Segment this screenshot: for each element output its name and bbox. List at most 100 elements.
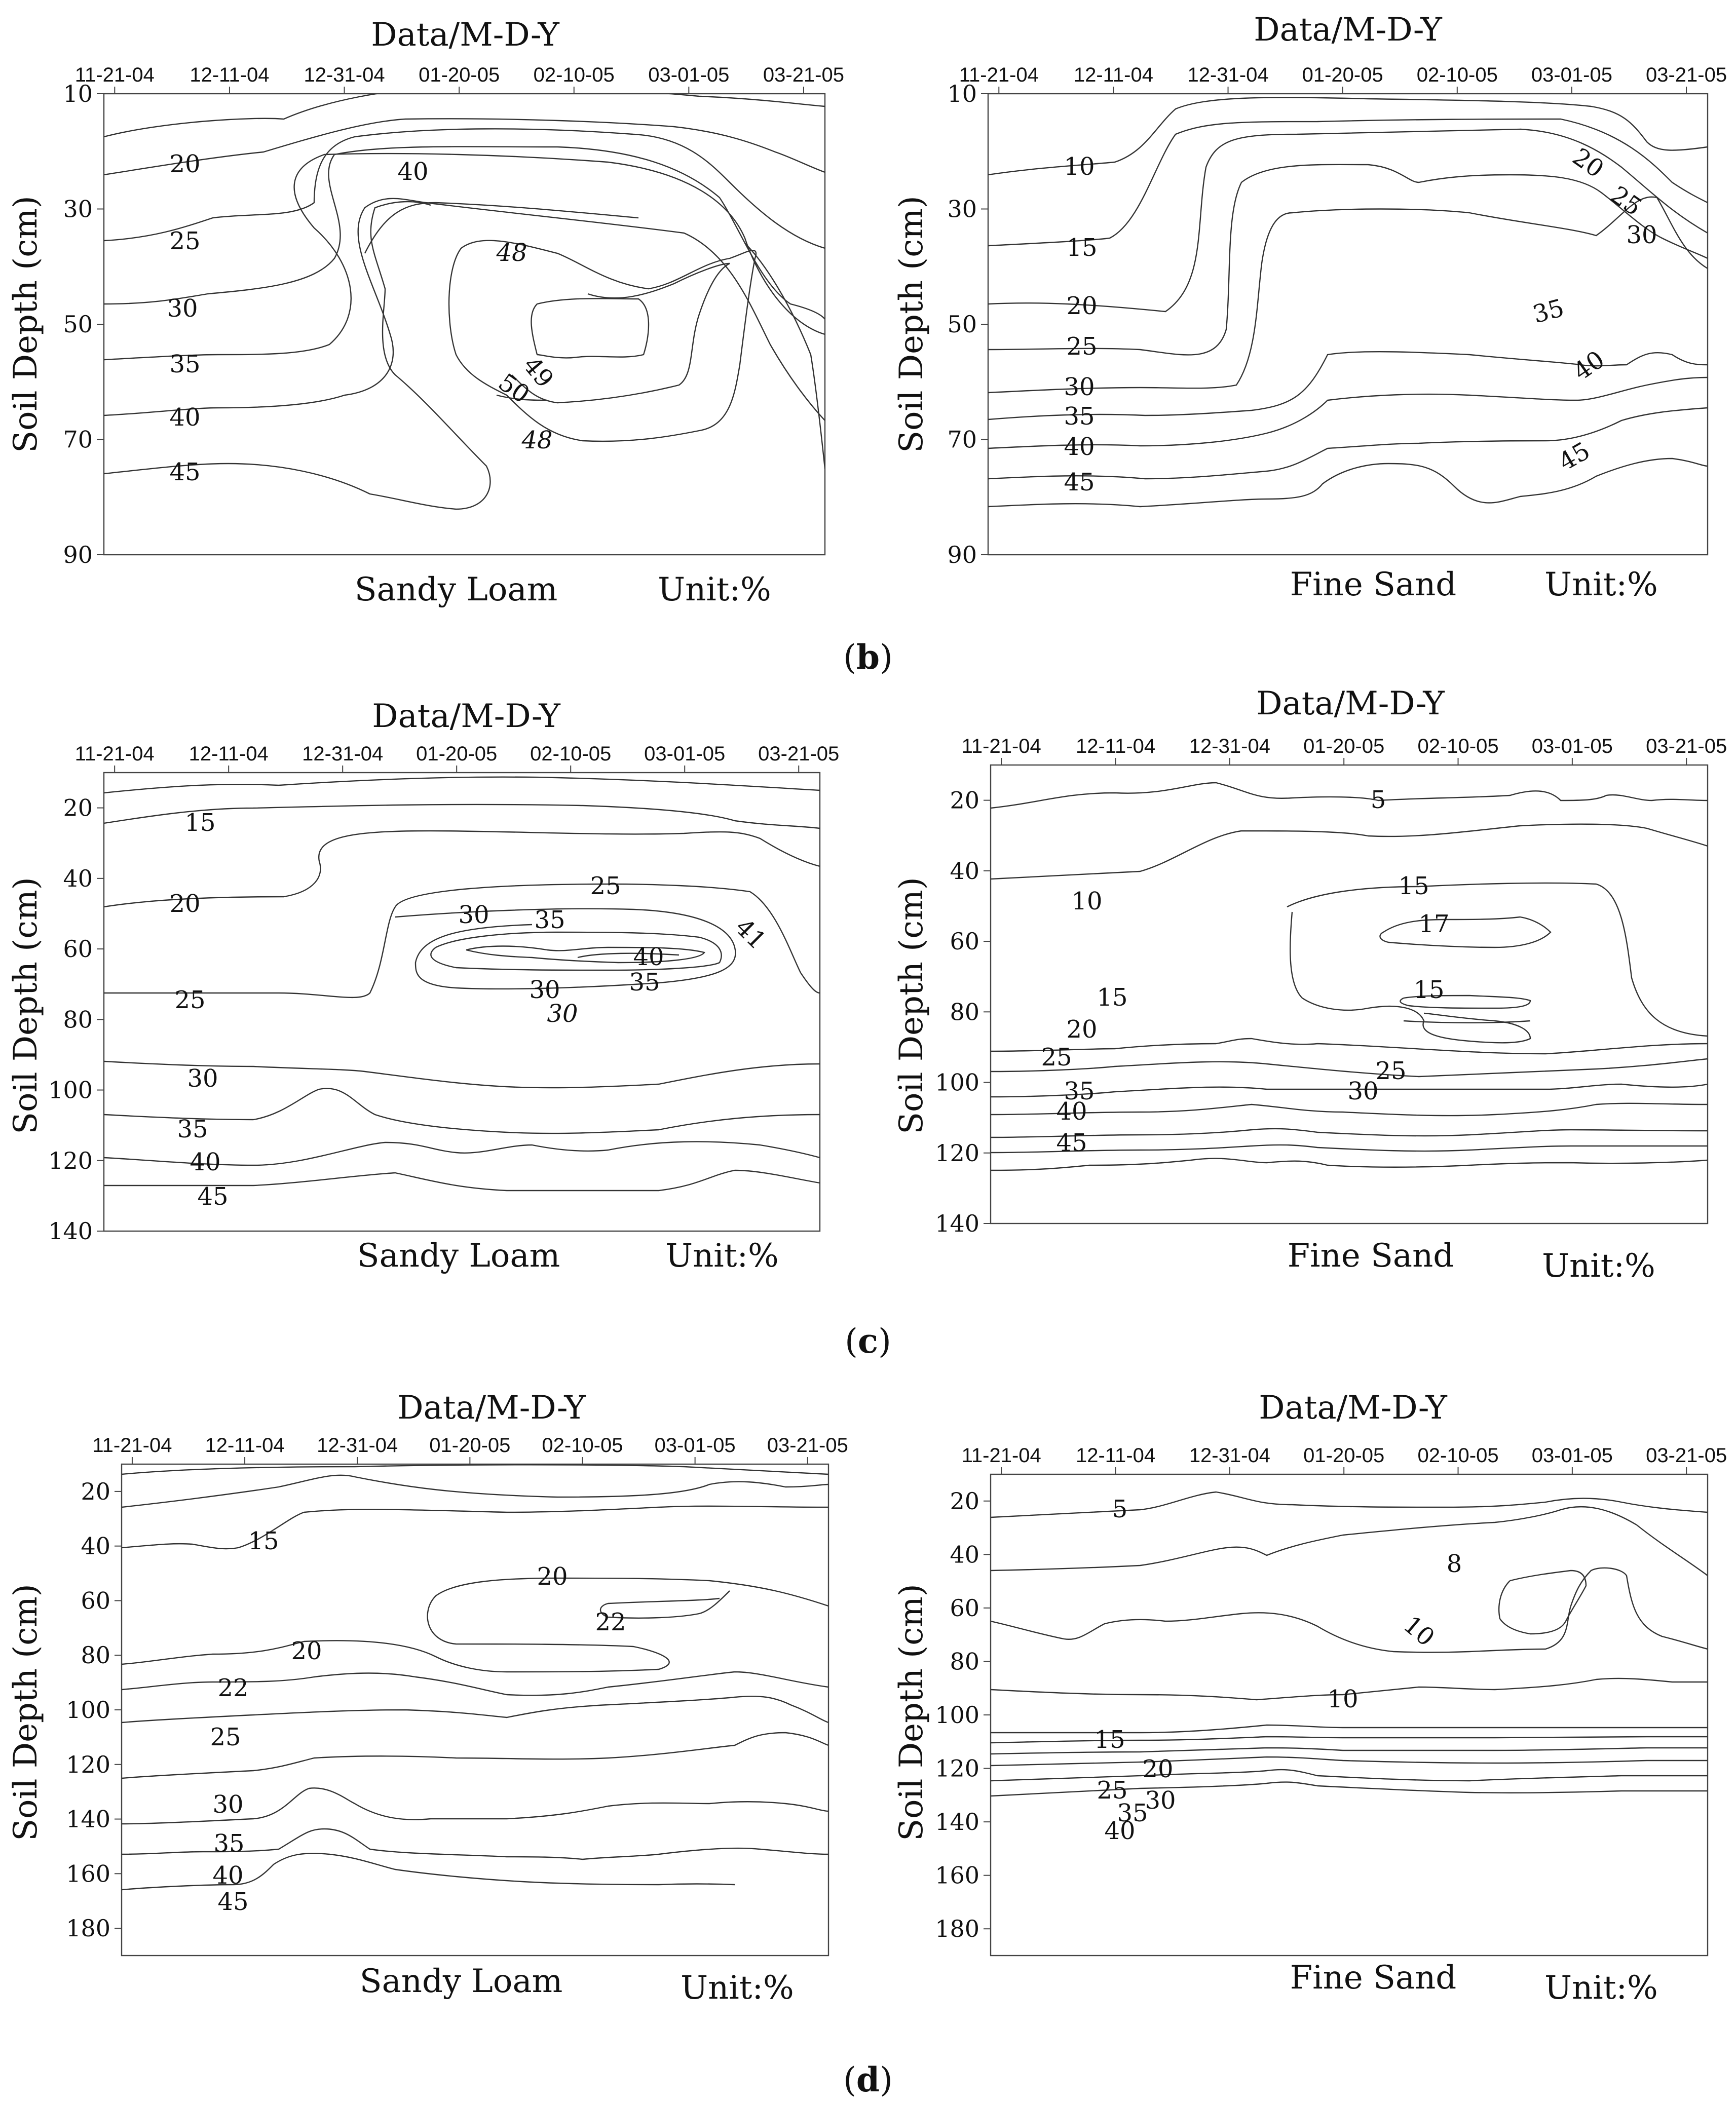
contour-line <box>104 1169 820 1192</box>
contour-line <box>496 394 548 401</box>
contour-label: 15 <box>248 1527 279 1555</box>
contour-line <box>991 1491 1708 1518</box>
contour-label: 30 <box>167 294 198 323</box>
contour-line <box>991 1144 1708 1154</box>
contour-line <box>104 883 820 999</box>
contour-label: 5 <box>1112 1495 1128 1523</box>
contour-line <box>104 830 820 908</box>
y-axis-label: Soil Depth (cm) <box>7 1584 45 1841</box>
y-tick-label: 140 <box>935 1210 979 1237</box>
y-tick-label: 80 <box>63 1006 93 1033</box>
contour-line <box>1287 882 1708 1037</box>
contour-line <box>104 146 825 320</box>
y-tick-label: 100 <box>935 1701 979 1729</box>
x-tick-label: 02-10-05 <box>1417 1444 1498 1467</box>
y-tick-label: 20 <box>950 787 979 814</box>
soil-label: Fine Sand <box>1290 1959 1457 1997</box>
unit-label: Unit:% <box>1544 1969 1658 2007</box>
contour-line <box>988 118 1708 247</box>
x-tick-label: 03-21-05 <box>763 64 844 86</box>
y-tick-label: 120 <box>935 1755 979 1782</box>
x-tick-label: 11-21-04 <box>962 1444 1041 1467</box>
y-tick-label: 60 <box>81 1587 110 1614</box>
x-tick-label: 02-10-05 <box>542 1434 623 1457</box>
x-tick-label: 12-31-04 <box>1189 735 1270 757</box>
x-tick-label: 11-21-04 <box>92 1434 172 1457</box>
y-tick-label: 120 <box>48 1147 93 1174</box>
contour-label: 10 <box>1071 887 1102 915</box>
contour-line <box>511 262 730 404</box>
y-tick-label: 30 <box>947 196 977 223</box>
unit-label: Unit:% <box>1544 566 1658 603</box>
contour-label: 30 <box>212 1790 243 1819</box>
x-tick-label: 12-31-04 <box>317 1434 398 1457</box>
x-tick-label: 03-01-05 <box>655 1434 736 1457</box>
chart-title: Data/M-D-Y <box>372 698 560 735</box>
x-tick-label: 02-10-05 <box>1417 735 1498 757</box>
y-axis-label: Soil Depth (cm) <box>893 1584 930 1841</box>
contour-line <box>988 196 1708 394</box>
contour-line <box>122 1853 735 1891</box>
contour-line <box>104 94 825 138</box>
contour-label: 30 <box>529 976 560 1004</box>
contour-label: 35 <box>169 350 200 378</box>
soil-label: Sandy Loam <box>357 1237 560 1275</box>
contour-line <box>991 782 1708 809</box>
y-tick-label: 90 <box>947 541 977 568</box>
soil-label: Fine Sand <box>1288 1237 1454 1275</box>
x-tick-label: 02-10-05 <box>530 743 611 765</box>
contour-line <box>122 1577 828 1673</box>
contour-label: 35 <box>629 968 660 997</box>
x-tick-label: 03-01-05 <box>1532 735 1613 757</box>
contour-label: 30 <box>1347 1077 1378 1105</box>
x-tick-label: 12-31-04 <box>1187 64 1268 86</box>
x-tick-label: 02-10-05 <box>1417 64 1498 86</box>
y-tick-label: 70 <box>63 426 93 453</box>
contour-line <box>991 1781 1708 1797</box>
contour-label: 35 <box>177 1115 208 1143</box>
y-tick-label: 20 <box>81 1478 110 1505</box>
contour-label: 25 <box>1066 332 1097 361</box>
y-axis-label: Soil Depth (cm) <box>7 877 45 1134</box>
contour-line <box>577 952 680 959</box>
x-tick-label: 12-11-04 <box>1076 1444 1155 1467</box>
panel-label-b: (b) <box>843 637 893 677</box>
contour-line <box>991 1083 1708 1098</box>
contour-label: 30 <box>547 1000 578 1028</box>
contour-line <box>104 198 825 421</box>
contour-line <box>122 1505 828 1550</box>
contour-line <box>395 908 736 990</box>
contour-label: 40 <box>169 403 200 432</box>
contour-line <box>991 1736 1708 1744</box>
contour-line <box>104 118 825 176</box>
y-tick-label: 60 <box>950 928 979 955</box>
y-tick-label: 40 <box>950 1541 979 1568</box>
contour-label: 10 <box>1327 1685 1358 1713</box>
contour-line <box>122 1464 828 1475</box>
contour-label: 45 <box>217 1888 248 1916</box>
contour-line <box>122 1474 828 1508</box>
y-tick-label: 90 <box>63 541 93 568</box>
x-tick-label: 03-21-05 <box>1646 64 1727 86</box>
y-tick-label: 120 <box>66 1751 110 1778</box>
contour-label: 45 <box>1064 468 1095 496</box>
contour-line <box>991 1038 1708 1055</box>
contour-line <box>991 1567 1708 1653</box>
panel-label-d: (d) <box>843 2060 893 2099</box>
contour-label: 20 <box>537 1562 568 1591</box>
chart-b-right: Data/M-D-Y Soil Depth (cm) 11-21-04 12-11… <box>893 11 1727 603</box>
x-tick-label: 12-31-04 <box>302 743 383 765</box>
contour-label: 22 <box>217 1674 248 1702</box>
y-tick-label: 40 <box>81 1533 110 1560</box>
x-tick-label: 12-11-04 <box>190 64 269 86</box>
contour-label: 30 <box>1626 221 1657 249</box>
x-tick-label: 01-20-05 <box>419 64 500 86</box>
contour-label: 22 <box>595 1608 626 1636</box>
y-tick-label: 80 <box>81 1641 110 1669</box>
contour-line <box>599 1590 730 1619</box>
x-tick-label: 12-31-04 <box>304 64 385 86</box>
contour-label: 20 <box>1142 1755 1173 1783</box>
contour-line <box>104 1060 820 1089</box>
contour-line <box>104 128 825 249</box>
contour-label: 30 <box>187 1064 218 1093</box>
